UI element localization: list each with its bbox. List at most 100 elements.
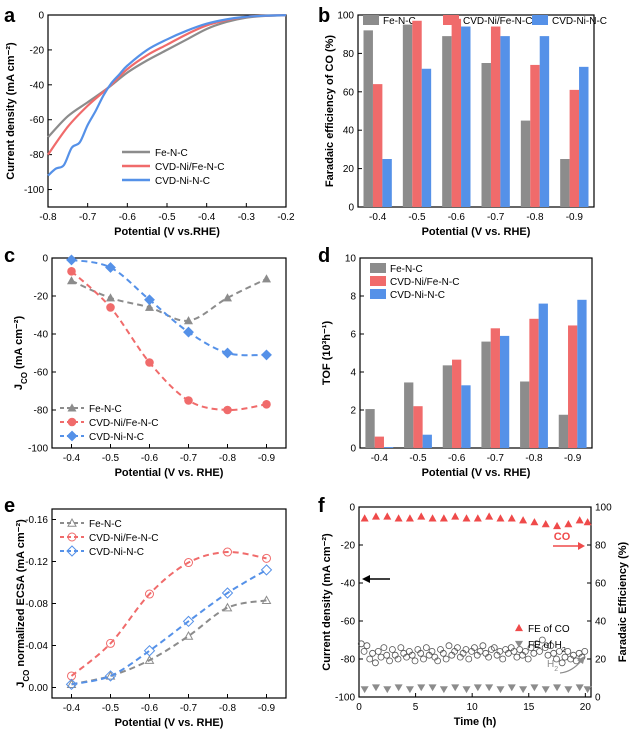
panel-f-point (564, 686, 573, 694)
panel-label-c: c (4, 245, 15, 267)
panel-f-ytick-label: 0 (349, 503, 355, 514)
panel-f-point (405, 686, 414, 694)
panel-b-legend-swatch (532, 15, 548, 25)
panel-c-legend-marker (66, 430, 78, 442)
panel-f-point (405, 514, 414, 522)
panel-f-point (439, 514, 448, 522)
panel-b-bar (490, 26, 501, 207)
panel-f-point (496, 514, 505, 522)
panel-f-point (519, 686, 528, 694)
panel-f-y2tick-label: 40 (595, 617, 607, 628)
panel-a-legend-label: CVD-Ni-N-C (155, 176, 210, 187)
panel-c-point (105, 293, 116, 302)
panel-f-point (360, 648, 368, 655)
panel-f-point (527, 644, 535, 651)
panel-c-xtick-label: -0.9 (258, 453, 276, 464)
panel-f-point (439, 649, 447, 657)
panel-e-legend-marker (66, 545, 78, 557)
panel-f-point (372, 659, 379, 667)
panel-f-xtick-label: 5 (413, 702, 419, 713)
panel-a-ytick-label: -20 (30, 45, 45, 56)
panel-c-point (262, 399, 271, 409)
panel-c-point (144, 302, 155, 311)
panel-f-point (553, 655, 560, 663)
panel-c-legend-label: CVD-Ni-N-C (89, 432, 144, 443)
panel-c-ylabel: JCO (mA cm⁻²) (13, 316, 29, 391)
panel-f-point (408, 651, 416, 659)
panel-f-point (439, 686, 448, 694)
panel-f-legend-label: FE of CO (528, 624, 570, 635)
panel-d-bar (374, 436, 384, 448)
panel-f-point (454, 644, 461, 651)
panel-c-point (261, 274, 272, 283)
panel-b-bar (372, 84, 383, 207)
panel-label-a: a (4, 5, 16, 27)
panel-f-y2tick-label: 20 (595, 655, 607, 666)
panel-e-point (221, 587, 234, 599)
panel-b-bar (382, 159, 392, 207)
panel-d-legend-label: Fe-N-C (390, 264, 423, 275)
panel-e-legend-label: CVD-Ni-N-C (89, 547, 144, 558)
panel-f-point (417, 684, 426, 692)
panel-d-bar (577, 299, 587, 448)
panel-d-bar (413, 406, 423, 448)
panel-d-xtick-label: -0.8 (525, 453, 543, 464)
panel-f-point (451, 512, 460, 520)
panel-f-ylabel: Current density (mA cm⁻²) (321, 533, 333, 671)
panel-b-xtick-label: -0.9 (566, 212, 584, 223)
panel-e-ytick-label: 0.00 (29, 683, 49, 694)
panel-f-point (553, 521, 562, 530)
panel-e-ytick-label: -0.04 (25, 641, 48, 652)
panel-f-point (462, 514, 471, 522)
panel-d-ytick-label: 6 (350, 330, 356, 341)
panel-d-xtick-label: -0.7 (487, 453, 505, 464)
panel-label-b: b (318, 5, 330, 27)
panel-f-point (383, 651, 391, 659)
panel-c-ytick-label: -80 (34, 406, 49, 417)
panel-f-xtick-label: 0 (356, 702, 362, 713)
panel-e-point (222, 602, 233, 612)
panel-b-bar (421, 68, 432, 207)
panel-f-y2tick-label: 60 (595, 579, 607, 590)
panel-f-point (530, 518, 539, 526)
panel-d-bar (568, 325, 578, 448)
panel-b-ytick-label: 100 (337, 11, 354, 22)
panel-f-point (360, 514, 369, 522)
panel-b-bar (412, 20, 422, 208)
panel-e-point (260, 564, 273, 576)
panel-c-point (183, 326, 194, 338)
panel-e-xtick-label: -0.7 (180, 703, 198, 714)
panel-c-xtick-label: -0.6 (141, 453, 159, 464)
panel-d-bar (461, 385, 471, 448)
panel-f-point (434, 657, 442, 665)
panel-f-point (507, 514, 516, 522)
panel-f-y2label: Faradaic Efficiency (%) (617, 541, 629, 662)
panel-f-point (507, 684, 516, 692)
panel-e-xtick-label: -0.5 (102, 703, 120, 714)
panel-f-point (394, 655, 402, 663)
panel-c-point (223, 405, 232, 415)
panel-label-d: d (318, 245, 330, 267)
panel-b-xtick-label: -0.6 (448, 212, 466, 223)
panel-f-point (417, 512, 426, 520)
panel-f-point (550, 649, 558, 657)
panel-a-xtick-label: -0.3 (238, 212, 256, 223)
panel-d-legend-swatch (370, 276, 386, 286)
panel-c-point (106, 303, 115, 312)
panel-d-bar (520, 381, 530, 448)
panel-b-bar (539, 36, 550, 208)
panel-c-ytick-label: -60 (34, 368, 49, 379)
panel-a-xtick-label: -0.6 (119, 212, 137, 223)
panel-a-legend-label: CVD-Ni/Fe-N-C (155, 162, 224, 173)
panel-c-point (222, 293, 233, 302)
panel-f-ytick-label: -20 (341, 541, 356, 552)
panel-f-xlabel: Time (h) (454, 716, 497, 728)
panel-b-bar (481, 63, 491, 207)
panel-c-xlabel: Potential (V vs. RHE) (115, 467, 224, 479)
panel-f-point (428, 648, 436, 655)
panel-c-legend-label: CVD-Ni/Fe-N-C (89, 418, 158, 429)
panel-f-point (496, 686, 505, 694)
panel-e-legend-label: CVD-Ni/Fe-N-C (89, 533, 158, 544)
panel-f-point (394, 514, 403, 522)
